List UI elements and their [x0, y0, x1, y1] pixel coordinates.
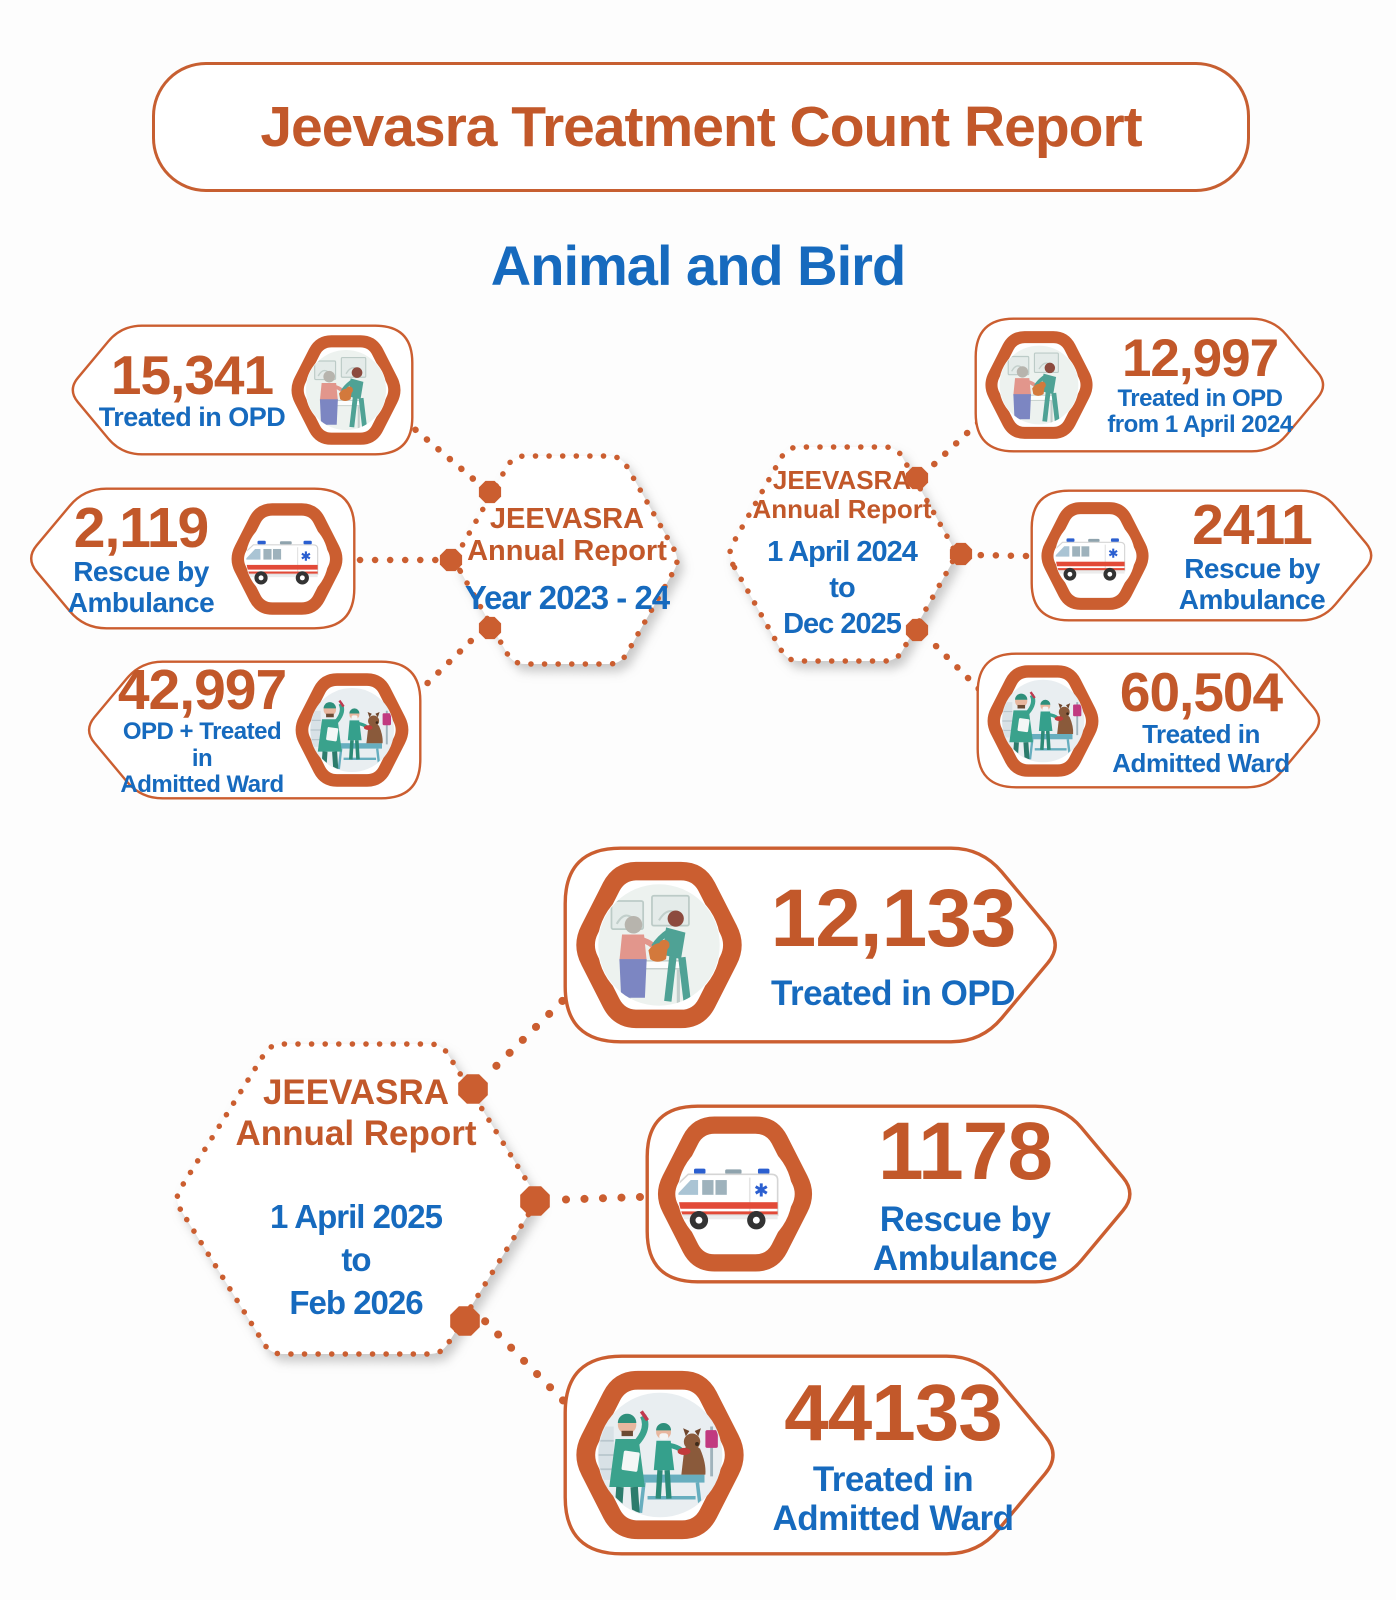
stat-label: Rescue by Ambulance [872, 1200, 1058, 1278]
admitted-ward-icon [295, 673, 409, 787]
annual-report-text: JEEVASRA Annual Report Year 2023 - 24 [464, 502, 670, 618]
stat-label: Treated in OPD from 1 April 2024 [1107, 384, 1293, 439]
stat-label: Rescue by Ambulance [1178, 552, 1326, 615]
stat-pill-opd-2023-24: 15,341 Treated in OPD [66, 324, 414, 456]
report-title-box: Jeevasra Treatment Count Report [152, 62, 1250, 192]
stat-pill-admitted-ward-2024-25: 60,504 Treated in Admitted Ward [976, 652, 1326, 789]
ambulance-icon [1041, 501, 1149, 610]
ambulance-icon [231, 502, 343, 615]
report-period: 1 April 2025 to Feb 2026 [269, 1197, 443, 1321]
stat-label: Treated in OPD [98, 402, 286, 433]
admitted-ward-icon [987, 664, 1099, 777]
stat-value: 44133 [784, 1367, 1002, 1457]
annual-report-text: JEEVASRA Annual Report 1 April 2025 to F… [235, 1073, 476, 1324]
report-period: Year 2023 - 24 [464, 579, 670, 617]
opd-treatment-icon [291, 335, 401, 445]
stat-pill-ambulance-2023-24: 2,119 Rescue by Ambulance [24, 487, 356, 630]
report-label: Annual Report [235, 1113, 477, 1153]
report-title: Jeevasra Treatment Count Report [260, 95, 1142, 159]
stat-value: 42,997 [117, 658, 287, 723]
annual-report-hex-2024-25: JEEVASRA Annual Report 1 April 2024 to D… [723, 443, 961, 665]
stat-label: Treated in Admitted Ward [772, 1460, 1014, 1538]
org-name: JEEVASRA [772, 464, 912, 495]
stat-value: 15,341 [110, 344, 274, 407]
opd-treatment-icon [576, 861, 742, 1029]
stat-pill-opd-2025-26: 12,133 Treated in OPD [563, 846, 1065, 1044]
stat-value: 12,133 [770, 872, 1017, 964]
stat-label: Rescue by Ambulance [67, 555, 215, 618]
stat-label: Treated in Admitted Ward [1112, 718, 1290, 778]
stat-value: 1178 [878, 1105, 1053, 1197]
stat-pill-ambulance-2025-26: 1178 Rescue by Ambulance [645, 1104, 1139, 1284]
annual-report-hex-2023-24: JEEVASRA Annual Report Year 2023 - 24 [450, 452, 684, 668]
stat-label: Treated in OPD [771, 973, 1015, 1013]
stat-value: 2411 [1192, 492, 1313, 557]
report-period: 1 April 2024 to Dec 2025 [767, 535, 918, 641]
stat-pill-admitted-ward-2023-24: 42,997 OPD + Treated in Admitted Ward [82, 660, 422, 800]
stat-label: OPD + Treated in Admitted Ward [120, 718, 284, 799]
annual-report-text: JEEVASRA Annual Report 1 April 2024 to D… [752, 464, 932, 643]
report-label: Annual Report [752, 493, 932, 524]
stat-value: 12,997 [1121, 328, 1279, 388]
stat-value: 2,119 [73, 495, 209, 560]
org-name: JEEVASRA [489, 502, 645, 535]
annual-report-hex-2025-26: JEEVASRA Annual Report 1 April 2025 to F… [170, 1040, 542, 1358]
category-subtitle: Animal and Bird [490, 234, 906, 297]
opd-treatment-icon [985, 331, 1093, 439]
stat-pill-opd-2024-25: 12,997 Treated in OPD from 1 April 2024 [974, 317, 1330, 453]
org-name: JEEVASRA [262, 1073, 450, 1113]
stat-pill-admitted-ward-2025-26: 44133 Treated in Admitted Ward [563, 1354, 1063, 1556]
admitted-ward-icon [576, 1370, 744, 1540]
stat-pill-ambulance-2024-25: 2411 Rescue by Ambulance [1030, 489, 1378, 622]
report-label: Annual Report [467, 535, 667, 567]
stat-value: 60,504 [1119, 660, 1283, 723]
ambulance-icon [658, 1116, 812, 1272]
